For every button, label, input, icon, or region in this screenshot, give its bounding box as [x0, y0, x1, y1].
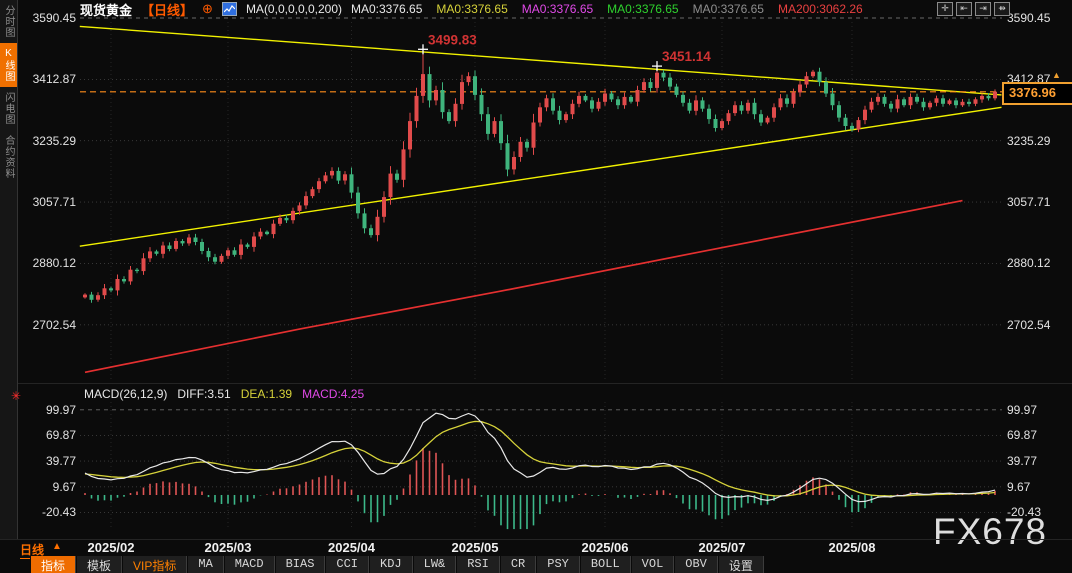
- candlestick-series: [83, 49, 997, 303]
- axis-snap-left-icon[interactable]: ⇤: [956, 2, 972, 16]
- chart-header: 现货黄金 【日线】 ⊕ MA(0,0,0,0,0,200) MA0:3376.6…: [80, 1, 863, 18]
- toolbar-item-VOL[interactable]: VOL: [630, 556, 675, 573]
- price-axis-label: 3590.45: [1007, 11, 1051, 25]
- left-tool-sidebar: 分时图 K线图闪电图合约资料: [0, 0, 18, 540]
- macd-histogram: [84, 448, 996, 530]
- macd-axis-label: 69.87: [45, 428, 76, 443]
- toolbar-item-设置[interactable]: 设置: [717, 556, 764, 573]
- price-axis-label: 2880.12: [32, 256, 76, 271]
- price-axis-label: 2702.54: [32, 317, 76, 332]
- toolbar-item-MA[interactable]: MA: [187, 556, 224, 573]
- ma-values: MA0:3376.65 MA0:3376.65 MA0:3376.65 MA0:337…: [351, 2, 863, 16]
- period-tag: 【日线】: [141, 2, 194, 18]
- macd-title: MACD(26,12,9): [84, 387, 168, 401]
- month-label: 2025/07: [698, 540, 746, 555]
- macd-axis-label: -20.43: [41, 505, 76, 520]
- price-axis-label: 3590.45: [32, 11, 76, 25]
- price-axis-label: 2702.54: [1007, 317, 1051, 332]
- ma-settings-label: MA(0,0,0,0,0,200): [245, 2, 342, 16]
- date-axis-row: [0, 539, 1072, 556]
- month-label: 2025/04: [328, 540, 375, 555]
- macd-axis-label: 69.87: [1007, 428, 1038, 443]
- macd-axis-label: 39.77: [45, 454, 76, 469]
- price-up-arrow-icon: ▲: [1052, 70, 1061, 80]
- macd-axis-label: 99.97: [45, 402, 76, 417]
- pan-right-icon[interactable]: ⇻: [994, 2, 1010, 16]
- target-icon[interactable]: ⊕: [202, 1, 213, 16]
- toolbar-item-KDJ[interactable]: KDJ: [369, 556, 413, 573]
- toolbar-item-BIAS[interactable]: BIAS: [274, 556, 326, 573]
- ma-value-label: MA0:3376.65: [607, 2, 679, 16]
- macd-header: MACD(26,12,9) DIFF:3.51 DEA:1.39 MACD:4.…: [84, 387, 364, 401]
- chart-window-controls: ✛ ⇤ ⇥ ⇻: [937, 2, 1010, 16]
- ma200-line: [84, 199, 963, 374]
- symbol-name: 现货黄金: [80, 2, 133, 18]
- price-axis-label: 3235.29: [1007, 133, 1051, 148]
- ma-value-label: MA200:3062.26: [777, 2, 863, 16]
- macd-axis-label: 39.77: [1007, 454, 1038, 469]
- toolbar-item-MACD[interactable]: MACD: [223, 556, 275, 573]
- axis-snap-right-icon[interactable]: ⇥: [975, 2, 991, 16]
- macd-axis-label: 99.97: [1007, 402, 1038, 417]
- indicator-toolbar: 指标 模板 VIP指标 MA MACD BIAS CCI KDJ LW& RSI CR PSY BOLL…: [30, 556, 764, 573]
- trendline-ascending-support: [79, 106, 1002, 247]
- macd-axis-label: 9.67: [52, 479, 76, 494]
- toolbar-item-VIP指标[interactable]: VIP指标: [122, 556, 188, 573]
- month-label: 2025/03: [204, 540, 252, 555]
- toolbar-item-LW&[interactable]: LW&: [412, 556, 457, 573]
- period-expand-icon[interactable]: ▲: [52, 541, 62, 552]
- toolbar-item-模板[interactable]: 模板: [76, 556, 123, 573]
- trendline-descending-resistance: [79, 25, 1002, 96]
- price-axis-label: 3057.71: [32, 195, 76, 210]
- line-chart-icon[interactable]: [221, 2, 237, 16]
- macd-dea-line: [84, 420, 996, 497]
- toolbar-item-指标[interactable]: 指标: [30, 556, 77, 573]
- month-label: 2025/05: [451, 540, 499, 555]
- ma-value-label: MA0:3376.65: [436, 2, 508, 16]
- macd-macd-value: MACD:4.25: [302, 387, 365, 401]
- sidebar-item-tool[interactable]: 合约资料: [3, 135, 14, 179]
- price-axis-label: 3057.71: [1007, 195, 1051, 210]
- ma-value-label: MA0:3376.65: [692, 2, 764, 16]
- sidebar-item-tool[interactable]: 分时图: [3, 5, 14, 38]
- sidebar-item-kline[interactable]: K线图: [0, 43, 17, 87]
- month-label: 2025/02: [87, 540, 135, 555]
- swing-high-label: 3499.83: [428, 32, 477, 47]
- price-axis-label: 3235.29: [32, 133, 76, 148]
- price-axis-label: 2880.12: [1007, 256, 1051, 271]
- macd-diff-line: [84, 412, 996, 503]
- ma-value-label: MA0:3376.65: [351, 2, 423, 16]
- current-price-box: 3376.96: [1002, 82, 1072, 105]
- macd-dea-value: DEA:1.39: [240, 387, 293, 401]
- toolbar-item-BOLL[interactable]: BOLL: [579, 556, 631, 573]
- watermark: FX678: [933, 511, 1048, 552]
- month-label: 2025/06: [581, 540, 629, 555]
- macd-axis-label: -20.43: [1007, 505, 1042, 520]
- toolbar-item-CR[interactable]: CR: [499, 556, 537, 573]
- month-label: 2025/08: [828, 540, 876, 555]
- toolbar-item-RSI[interactable]: RSI: [456, 556, 500, 573]
- toolbar-item-PSY[interactable]: PSY: [536, 556, 580, 573]
- indicator-alert-icon[interactable]: ✳: [11, 389, 22, 403]
- sidebar-item-tool[interactable]: 闪电图: [3, 92, 14, 125]
- toolbar-item-CCI[interactable]: CCI: [325, 556, 370, 573]
- ma-value-label: MA0:3376.65: [521, 2, 594, 16]
- macd-diff-value: DIFF:3.51: [177, 387, 231, 401]
- move-tool-icon[interactable]: ✛: [937, 2, 953, 16]
- swing-high-label: 3451.14: [662, 49, 711, 64]
- price-axis-label: 3412.87: [32, 72, 76, 87]
- macd-axis-label: 9.67: [1007, 479, 1031, 494]
- toolbar-item-OBV[interactable]: OBV: [674, 556, 718, 573]
